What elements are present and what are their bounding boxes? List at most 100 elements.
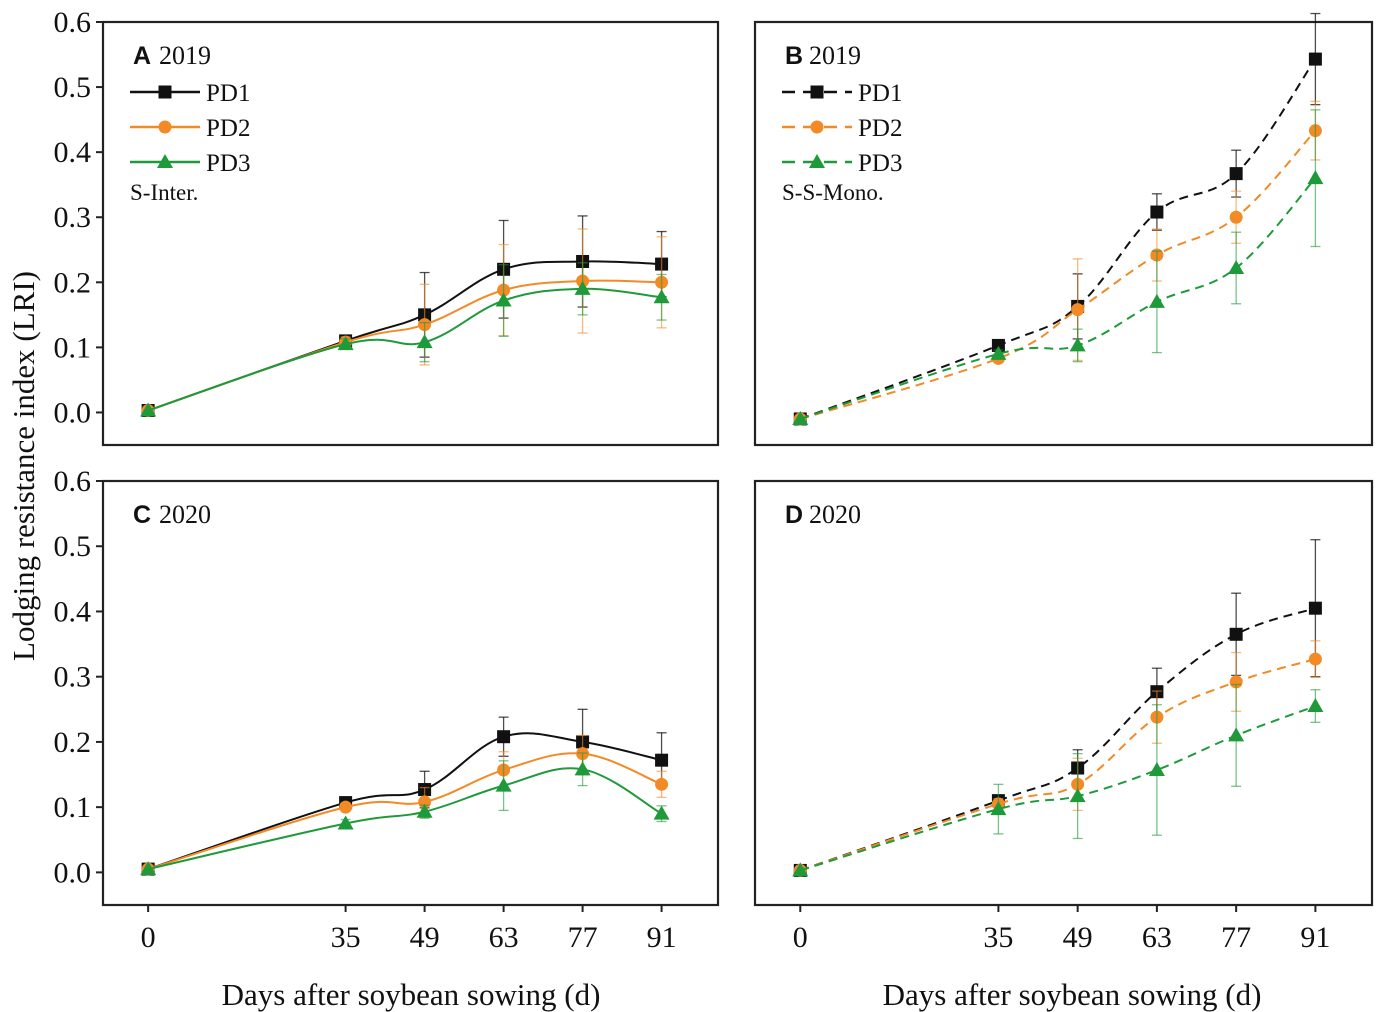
legend: PD1 PD2 PD3 [130,80,250,177]
plot-frame [101,479,720,907]
data-point-pd2 [1308,652,1322,666]
legend-marker-pd2 [158,120,172,134]
y-tick-label: 0.2 [54,266,92,299]
series-line-pd2 [799,130,1317,420]
plot-frame [101,20,720,447]
series-line-pd1 [799,58,1317,420]
legend-label-pd2: PD2 [206,115,250,142]
series-pd1 [141,215,669,418]
y-tick-label: 0.3 [54,661,92,694]
series-pd1 [793,539,1322,877]
data-point-pd1 [1308,52,1322,66]
plot-frame [753,20,1374,447]
x-tick-label: 49 [410,921,440,954]
panel-year: 2019 [809,41,861,70]
x-tick-label: 63 [1142,921,1172,954]
series-line-pd3 [147,767,663,871]
y-tick-label: 0.3 [54,201,92,234]
panel-B: B 2019 PD1 PD2 PD3 S-S-Mono. [753,12,1374,447]
legend-marker-pd1 [158,85,172,99]
data-point-pd3 [1228,727,1245,742]
data-point-pd1 [655,753,669,767]
y-tick-label: 0.1 [54,331,92,364]
series-pd1 [141,708,669,876]
data-point-pd3 [792,862,809,877]
series-line-pd2 [799,658,1316,872]
cropping-system-label: S-Inter. [130,180,198,205]
data-point-pd3 [1307,698,1324,713]
data-point-pd2 [655,777,669,791]
panel-letter: D [785,501,803,529]
x-tick-label: 77 [568,921,598,954]
y-tick-label: 0.5 [54,530,92,563]
data-point-pd1 [1308,601,1322,615]
x-tick-label: 91 [1300,921,1330,954]
series-line-pd2 [147,279,662,412]
data-point-pd3 [574,280,591,295]
x-axis-title-right: Days after soybean sowing (d) [883,977,1262,1012]
data-point-pd1 [991,338,1005,352]
data-point-pd3 [1228,259,1245,274]
series-pd3 [140,752,670,876]
legend-marker-pd3 [157,154,173,168]
series-pd1 [793,12,1322,426]
x-tick-label: 77 [1221,921,1251,954]
data-point-pd3 [337,336,354,351]
plot-frame [753,479,1374,907]
data-point-pd3 [1148,761,1165,776]
data-point-pd3 [1069,788,1086,803]
panel-letter: A [133,42,151,70]
x-tick-label: 63 [489,921,519,954]
y-tick-label: 0.0 [54,856,92,889]
data-point-pd1 [1150,205,1164,219]
data-point-pd2 [339,800,353,814]
data-point-pd3 [1307,170,1324,185]
data-point-pd3 [140,861,157,876]
x-tick-label: 35 [983,921,1013,954]
data-point-pd3 [416,334,433,349]
y-tick-label: 0.4 [54,595,92,628]
y-tick-label: 0.0 [54,396,92,429]
data-point-pd3 [495,292,512,307]
series-pd3 [792,109,1324,425]
panel-year: 2020 [159,500,211,529]
x-tick-label: 49 [1063,921,1093,954]
series-pd3 [792,683,1324,877]
data-point-pd2 [1071,303,1085,317]
x-tick-label: 91 [647,921,677,954]
data-point-pd3 [990,801,1007,816]
data-point-pd1 [1229,167,1243,181]
y-tick-label: 0.6 [54,465,92,498]
y-axis-title: Lodging resistance index (LRI) [6,271,41,661]
legend-label-pd1: PD1 [858,80,902,107]
x-tick-label: 0 [141,921,156,954]
data-point-pd3 [990,345,1007,360]
legend-label-pd3: PD3 [858,150,902,177]
panel-D: 0 35 49 63 77 91 D 2020 [753,479,1374,954]
data-point-pd3 [653,805,670,820]
y-tick-label: 0.5 [54,71,92,104]
data-point-pd3 [1148,293,1165,308]
y-tick-label: 0.4 [54,136,92,169]
y-tick-label: 0.2 [54,726,92,759]
x-tick-label: 35 [331,921,361,954]
panel-A: 0.0 0.1 0.2 0.3 0.4 0.5 0.6 A 2019 PD1 PD2 PD3 S-Int… [54,6,720,447]
series-line-pd3 [799,177,1317,420]
data-point-pd3 [416,803,433,818]
x-tick-label: 0 [793,921,808,954]
panel-year: 2020 [809,500,861,529]
legend-label-pd3: PD3 [206,150,250,177]
data-point-pd3 [1069,337,1086,352]
data-point-pd3 [653,289,670,304]
series-line-pd3 [799,705,1316,872]
panel-year: 2019 [159,41,211,70]
legend-marker-pd3 [809,154,825,168]
panel-letter: B [785,42,803,70]
panel-letter: C [133,501,151,529]
series-pd2 [793,640,1322,877]
series-line-pd1 [799,607,1316,872]
data-point-pd1 [1229,627,1243,641]
legend-label-pd1: PD1 [206,80,250,107]
legend-marker-pd2 [810,120,824,134]
